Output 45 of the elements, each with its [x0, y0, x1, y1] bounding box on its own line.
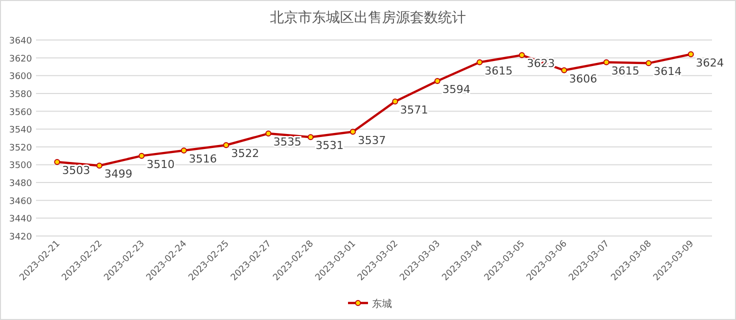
point — [392, 98, 398, 104]
y-tick-label: 3580 — [9, 90, 32, 100]
y-tick-label: 3620 — [9, 54, 32, 64]
data-label: 3624 — [696, 56, 724, 70]
y-tick-label: 3600 — [9, 72, 32, 82]
y-tick-label: 3560 — [9, 108, 32, 118]
data-label: 3499 — [104, 168, 132, 181]
point — [138, 152, 145, 159]
y-tick-label: 3540 — [9, 126, 32, 136]
data-label: 3522 — [231, 147, 260, 160]
data-label: 3503 — [62, 164, 90, 178]
y-tick-label: 3440 — [9, 214, 32, 225]
data-label: 3571 — [400, 103, 428, 116]
point — [223, 142, 230, 148]
y-tick-label: 3640 — [9, 36, 32, 46]
data-label: 3606 — [569, 72, 598, 86]
data-label: 3531 — [316, 139, 344, 152]
data-label: 3516 — [188, 152, 217, 166]
point — [476, 59, 483, 66]
chart-title: 北京市东城区出售房源套数统计 — [270, 10, 466, 26]
point — [265, 130, 272, 137]
point — [308, 134, 314, 140]
data-label: 3537 — [358, 134, 386, 147]
point — [518, 52, 525, 58]
point — [688, 51, 694, 58]
y-tick-label: 3500 — [9, 161, 32, 172]
point — [603, 59, 610, 66]
data-label: 3615 — [484, 64, 513, 78]
y-tick-label: 3420 — [9, 232, 32, 242]
point — [646, 60, 652, 66]
point — [96, 162, 102, 169]
y-tick-label: 3460 — [9, 196, 32, 207]
point — [54, 159, 60, 166]
legend-label: 东城 — [372, 298, 392, 310]
point — [180, 147, 187, 154]
data-label: 3535 — [273, 136, 302, 149]
data-label: 3615 — [611, 64, 640, 78]
point — [350, 128, 356, 135]
y-tick-label: 3480 — [9, 179, 32, 190]
y-tick-label: 3520 — [9, 143, 32, 154]
point — [434, 78, 440, 84]
data-label: 3614 — [654, 65, 682, 78]
data-label: 3510 — [146, 158, 175, 171]
point — [561, 67, 568, 74]
data-label: 3594 — [442, 82, 470, 96]
